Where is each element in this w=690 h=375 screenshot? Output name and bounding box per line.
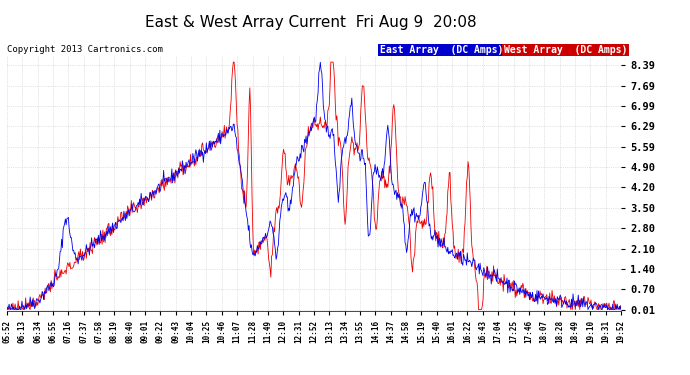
Text: Copyright 2013 Cartronics.com: Copyright 2013 Cartronics.com xyxy=(7,45,163,54)
Text: West Array  (DC Amps): West Array (DC Amps) xyxy=(504,45,627,55)
Text: East & West Array Current  Fri Aug 9  20:08: East & West Array Current Fri Aug 9 20:0… xyxy=(145,15,476,30)
Text: East Array  (DC Amps): East Array (DC Amps) xyxy=(380,45,503,55)
